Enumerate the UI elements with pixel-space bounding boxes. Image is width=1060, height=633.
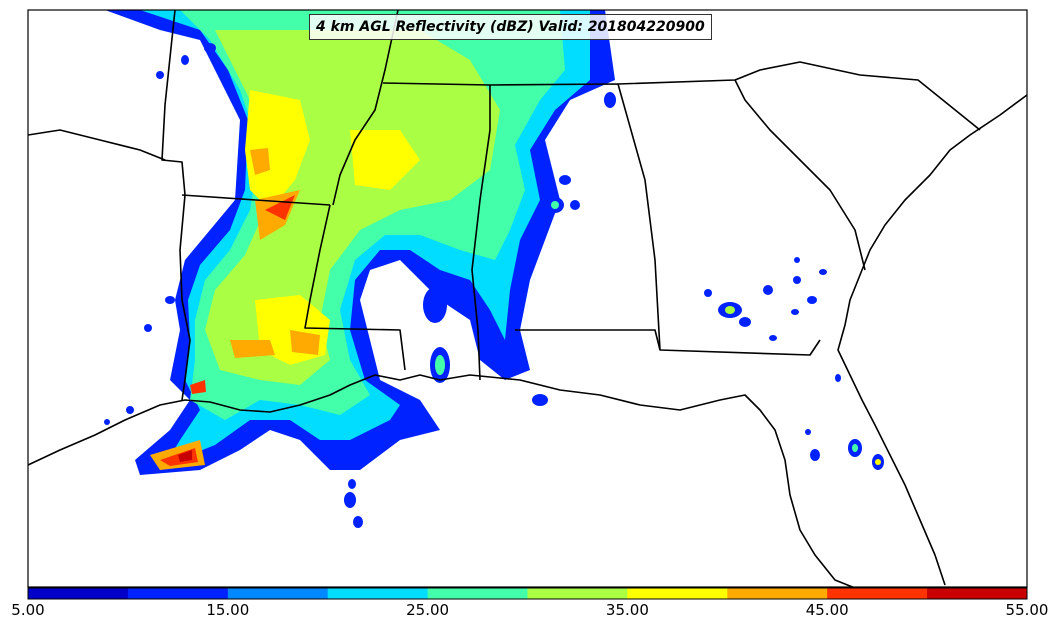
colorbar-segment	[927, 588, 1028, 599]
radar-echo-scattered-cells	[104, 43, 884, 528]
colorbar-segment	[327, 588, 429, 599]
colorbar-segment	[28, 588, 129, 599]
map-frame	[27, 9, 1028, 588]
colorbar-segment	[227, 588, 329, 599]
colorbar-tick-label: 45.00	[805, 601, 849, 619]
coastline-and-borders	[28, 10, 1027, 587]
colorbar-segment	[627, 588, 728, 599]
colorbar-outline	[27, 587, 1028, 600]
colorbar-tick-label: 55.00	[1005, 601, 1049, 619]
colorbar-tick-label: 35.00	[605, 601, 649, 619]
colorbar-tick-label: 15.00	[206, 601, 250, 619]
colorbar-segment	[427, 588, 528, 599]
colorbar-segment	[727, 588, 828, 599]
colorbar-segment	[127, 588, 229, 599]
radar-echo-main-band	[105, 10, 615, 475]
colorbar-tick-label: 5.00	[11, 601, 45, 619]
colorbar	[27, 587, 1028, 600]
colorbar-segment	[527, 588, 628, 599]
colorbar-tick-label: 25.00	[406, 601, 450, 619]
colorbar-segment	[827, 588, 928, 599]
map-title: 4 km AGL Reflectivity (dBZ) Valid: 20180…	[309, 14, 712, 40]
